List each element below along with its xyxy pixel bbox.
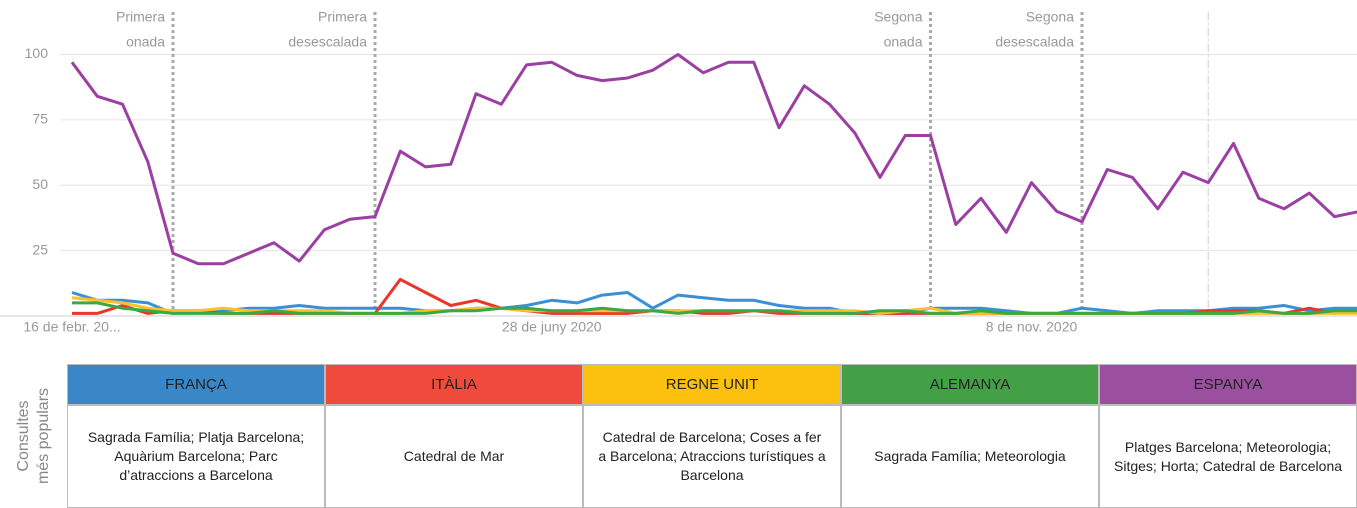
series-line [72, 301, 1357, 315]
y-tick-label: 25 [32, 241, 48, 257]
table-cell: Catedral de Barcelona; Coses a fer a Bar… [583, 405, 841, 508]
annotation: Primera [116, 9, 165, 25]
annotation: desescalada [288, 34, 367, 50]
row-label-line: Consultes [15, 400, 32, 472]
legend-header: REGNE UNIT [583, 364, 841, 405]
annotation: Primera [318, 9, 367, 25]
annotation: desescalada [995, 34, 1074, 50]
y-tick-label: 100 [25, 45, 49, 61]
x-tick-label: 8 de nov. 2020 [986, 319, 1078, 335]
y-tick-label: 50 [32, 176, 48, 192]
row-label-line: més populars [35, 387, 52, 485]
annotation: Segona [1026, 9, 1074, 25]
x-tick-label: 16 de febr. 20... [23, 319, 120, 335]
annotation: onada [126, 34, 165, 50]
legend-header: FRANÇA [67, 364, 325, 405]
chart: 25 50 75 100 16 de febr. 20... 28 de juny 202… [0, 9, 1357, 335]
table: FRANÇA ITÀLIA REGNE UNIT ALEMANYA ESPANYA Sag… [67, 364, 1357, 508]
legend-header: ALEMANYA [841, 364, 1099, 405]
legend-header: ESPANYA [1099, 364, 1357, 405]
annotation: onada [884, 34, 923, 50]
series-line [70, 53, 1357, 266]
table-cell: Sagrada Família; Platja Barcelona; Aquàr… [67, 405, 325, 508]
y-tick-label: 75 [32, 111, 48, 127]
annotation: Segona [874, 9, 922, 25]
legend-header: ITÀLIA [325, 364, 583, 405]
row-label: Consultes més populars [0, 364, 67, 508]
table-cell: Sagrada Família; Meteorologia [841, 405, 1099, 508]
x-tick-label: 28 de juny 2020 [502, 319, 602, 335]
table-cell: Catedral de Mar [325, 405, 583, 508]
table-cell: Platges Barcelona; Meteorologia; Sitges;… [1099, 405, 1357, 508]
